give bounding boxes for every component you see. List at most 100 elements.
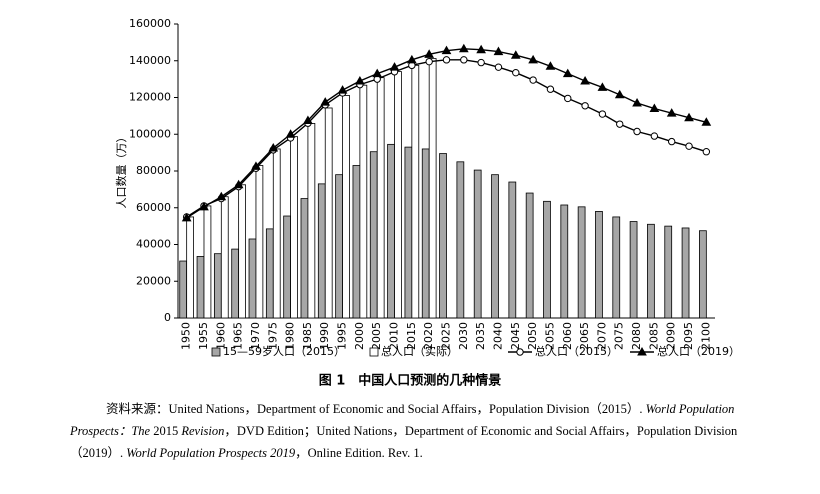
x-tick-label: 1990 xyxy=(318,322,331,350)
point xyxy=(441,45,452,55)
point xyxy=(666,108,677,117)
x-tick-label: 2005 xyxy=(370,322,383,350)
x-tick-label: 2085 xyxy=(647,322,660,350)
point xyxy=(460,56,468,64)
point xyxy=(632,98,642,107)
legend-label: 15—59岁人口（2015） xyxy=(223,344,345,358)
y-axis-label: 人口数量（万） xyxy=(115,132,128,209)
point xyxy=(598,110,607,118)
x-tick-label: 1995 xyxy=(336,322,349,350)
bar xyxy=(290,136,298,319)
bar xyxy=(265,228,274,319)
x-tick-label: 1970 xyxy=(249,322,262,350)
bar xyxy=(473,169,482,319)
source-text: ，Online Edition. Rev. 1. xyxy=(295,446,423,460)
point xyxy=(233,179,244,189)
point xyxy=(512,68,520,77)
x-tick-label: 2035 xyxy=(474,322,487,350)
point xyxy=(424,49,435,58)
point xyxy=(528,54,538,64)
bar xyxy=(699,230,707,319)
point xyxy=(476,44,487,54)
x-tick-label: 2075 xyxy=(613,322,626,350)
bar xyxy=(439,153,447,319)
legend-label: 总人口（实际） xyxy=(381,344,458,358)
point xyxy=(320,97,331,106)
point xyxy=(372,68,383,78)
point xyxy=(216,191,227,201)
point xyxy=(285,129,296,138)
bar xyxy=(681,227,690,319)
bar xyxy=(508,181,517,319)
y-tick-label: 20000 xyxy=(136,274,171,287)
bar xyxy=(647,223,655,319)
y-tick-label: 160000 xyxy=(129,17,171,30)
point xyxy=(597,82,608,91)
legend-swatch xyxy=(211,347,221,357)
y-tick-label: 120000 xyxy=(129,91,171,104)
x-tick-label: 2025 xyxy=(440,322,453,350)
bar xyxy=(220,196,229,319)
bar xyxy=(283,215,291,319)
bar xyxy=(369,151,378,319)
point xyxy=(616,120,624,128)
y-tick-label: 60000 xyxy=(136,201,171,214)
point xyxy=(389,62,400,71)
x-tick-label: 1960 xyxy=(214,322,227,350)
bar xyxy=(612,216,621,319)
point xyxy=(268,143,279,152)
point xyxy=(425,57,433,66)
bar xyxy=(272,148,281,319)
x-tick-label: 2000 xyxy=(353,322,366,350)
x-tick-label: 2010 xyxy=(388,322,401,350)
source-text: ，DVD Edition；United Nations，Department o… xyxy=(70,424,738,460)
point xyxy=(684,112,694,122)
bar xyxy=(196,256,205,319)
source-text: 2015 xyxy=(150,424,182,438)
point xyxy=(702,148,711,156)
x-tick-label: 1965 xyxy=(232,322,245,350)
bar xyxy=(238,184,246,319)
legend-label: 总人口（2019） xyxy=(657,344,740,358)
point xyxy=(199,201,209,211)
point xyxy=(458,43,469,53)
point xyxy=(564,94,572,103)
y-tick-label: 100000 xyxy=(129,127,171,140)
bar xyxy=(307,123,316,319)
bar xyxy=(248,238,257,319)
bar xyxy=(324,107,333,319)
legend-marker xyxy=(637,346,647,356)
point xyxy=(650,132,659,140)
point xyxy=(581,102,589,110)
bar xyxy=(491,174,499,319)
bar xyxy=(404,146,413,319)
point xyxy=(685,142,693,150)
x-tick-label: 1950 xyxy=(180,322,193,350)
bar xyxy=(456,161,465,319)
x-tick-label: 2050 xyxy=(526,322,539,350)
bar xyxy=(629,221,638,319)
bar xyxy=(387,143,395,319)
x-tick-label: 2070 xyxy=(595,322,608,350)
point xyxy=(477,58,485,67)
x-tick-label: 2055 xyxy=(543,322,556,350)
bar xyxy=(335,174,343,319)
chart: 人口数量（万） 图 1 中国人口预测的几种情景 0 20000 40000 60000… xyxy=(115,17,740,389)
y-tick-label: 140000 xyxy=(129,54,171,67)
point xyxy=(406,54,417,64)
point xyxy=(529,76,537,84)
bar xyxy=(595,211,603,319)
bar xyxy=(577,206,586,319)
source-text: 资料来源：United Nations，Department of Econom… xyxy=(106,402,646,416)
bar xyxy=(255,165,264,319)
bar xyxy=(317,183,326,319)
x-tick-label: 2080 xyxy=(630,322,643,350)
bar xyxy=(213,253,222,319)
point xyxy=(545,61,556,70)
point xyxy=(510,50,521,59)
point xyxy=(181,212,192,222)
bar xyxy=(411,64,420,319)
point xyxy=(562,68,573,78)
bar xyxy=(300,198,309,319)
